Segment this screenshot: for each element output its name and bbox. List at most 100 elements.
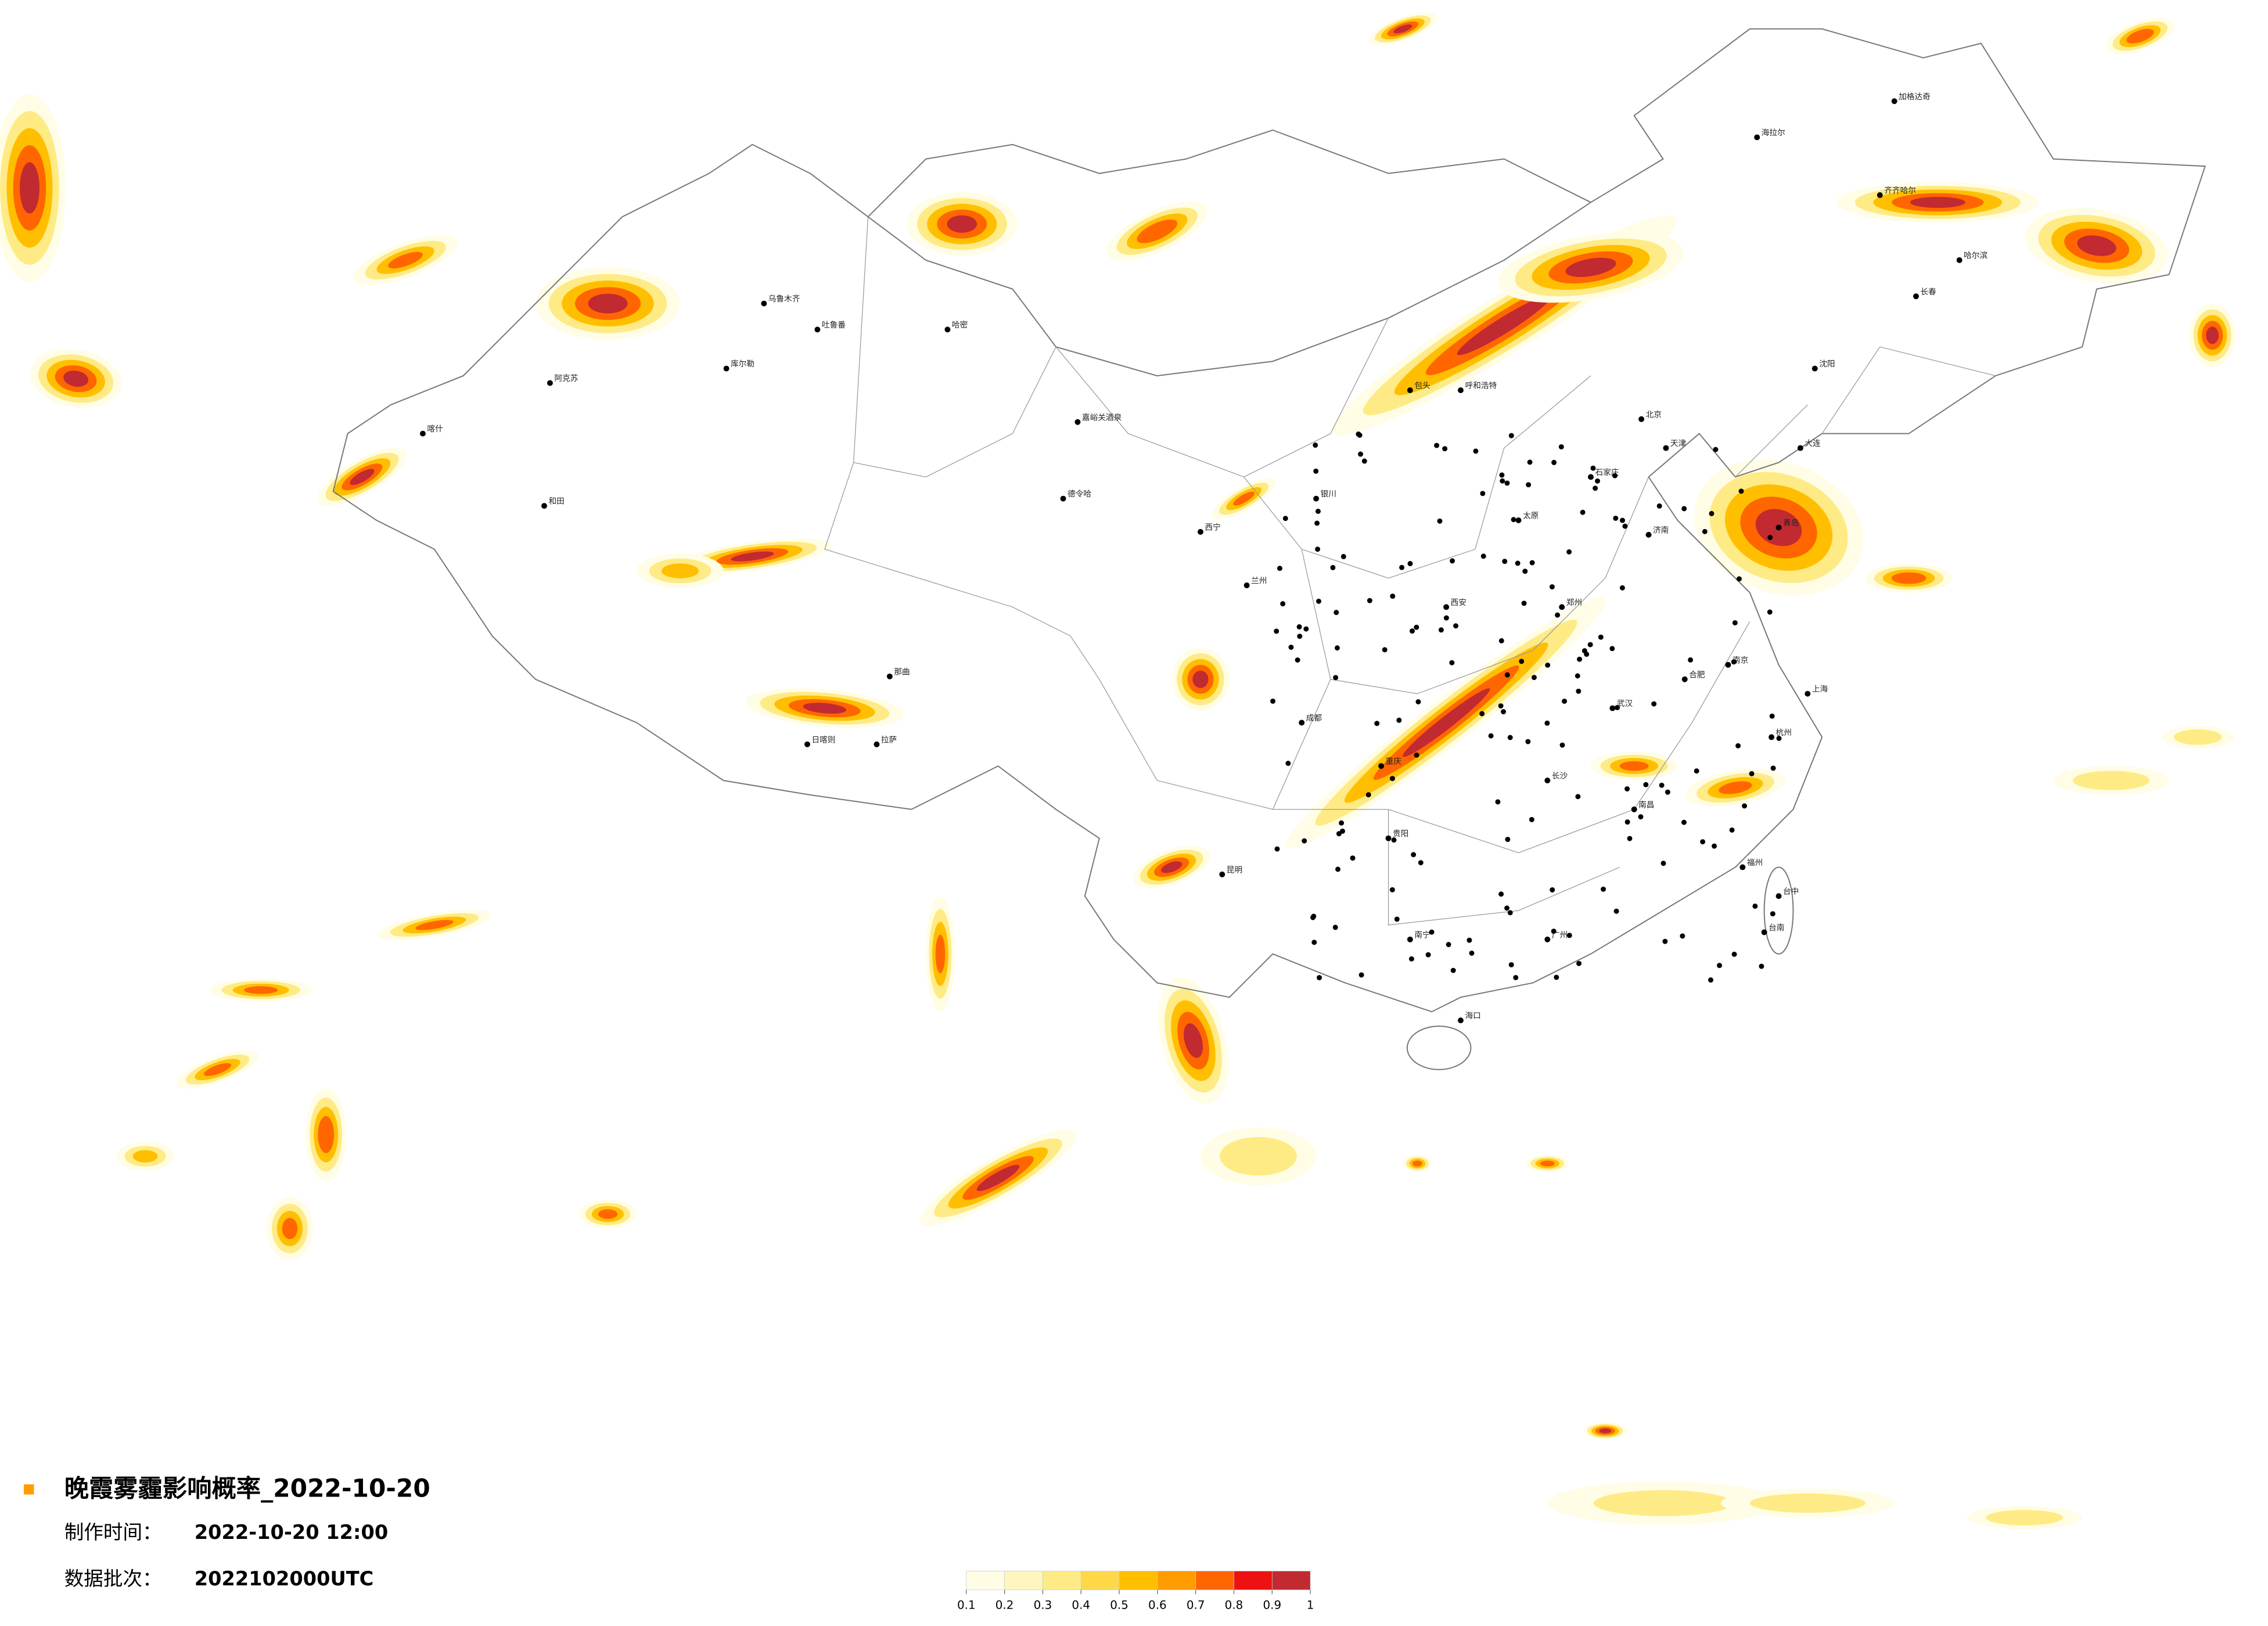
city-dot [1775,524,1782,531]
city-dot [1609,705,1616,711]
city-dot [1877,192,1883,198]
town-dot [1274,628,1279,634]
city-label: 海口 [1465,1012,1480,1021]
town-dot [1731,951,1737,957]
haze-area [1891,572,1926,584]
town-dot [1587,642,1593,647]
town-dot [1408,956,1414,962]
city-dot [547,380,553,386]
haze-area [1184,1023,1203,1058]
legend-swatch [1271,1571,1311,1591]
haze-area [2206,326,2219,344]
haze-area [1986,1510,2064,1526]
mongolia-outline [867,129,1591,218]
city-dot [1754,134,1760,141]
town-dot [1473,448,1479,454]
town-dot [1575,794,1581,800]
town-dot [1391,837,1397,843]
town-dot [1624,819,1630,825]
city-label: 合肥 [1689,670,1705,679]
town-dot [1566,933,1572,938]
legend-tick-label: 0.9 [1263,1599,1281,1612]
town-dot [1708,977,1713,983]
city-dot [1515,517,1522,523]
city-label: 库尔勒 [731,359,754,369]
haze-area [1719,781,1752,794]
town-dot [1332,924,1338,930]
town-dot [1282,516,1288,521]
town-dot [1624,786,1630,792]
city-label: 郑州 [1566,598,1582,607]
city-dot [1811,365,1818,372]
batch-label: 数据批次： [64,1567,162,1590]
town-dot [1316,598,1322,604]
city-dot [1769,734,1775,740]
city-label: 大连 [1805,439,1821,448]
town-dot [1425,952,1431,958]
city-dot [1891,98,1897,105]
city-label: 太原 [1523,512,1539,521]
town-dot [1732,620,1738,625]
town-dot [1357,432,1363,438]
city-label: 贵阳 [1393,829,1408,839]
town-dot [1437,518,1443,524]
town-dot [1315,509,1321,514]
town-dot [1365,792,1371,798]
town-dot [1527,459,1533,465]
town-dot [1694,768,1699,774]
town-dot [1382,647,1388,653]
town-dot [1296,624,1302,629]
haze-area [282,1218,298,1239]
town-dot [1609,646,1615,652]
city-dot [1243,582,1250,588]
town-dot [1302,838,1307,844]
city-dot [1458,1017,1464,1024]
haze-area [947,215,977,233]
town-dot [1595,478,1601,484]
town-dot [1330,564,1336,570]
town-dot [1285,761,1291,766]
town-dot [1295,657,1300,663]
city-dot [944,326,951,333]
town-dot [1504,480,1510,486]
city-label: 南京 [1733,656,1748,665]
city-dot [1913,293,1919,300]
haze-area [63,370,89,387]
legend-tick-label: 0.8 [1225,1599,1243,1612]
town-dot [1358,451,1364,457]
haze-area [1457,295,1551,355]
city-label: 杭州 [1776,728,1792,738]
city-dot [1956,257,1963,263]
city-label: 西安 [1451,598,1467,607]
city-dot [419,430,426,437]
heat-layer [0,12,2236,1530]
haze-area [661,563,699,578]
town-dot [1415,699,1421,704]
city-label: 青岛 [1783,519,1799,528]
city-label: 哈密 [952,320,968,330]
town-dot [1742,803,1748,809]
town-dot [1394,916,1400,922]
city-dot [723,365,729,372]
town-dot [1508,433,1514,438]
town-dot [1735,743,1741,749]
town-dot [1660,861,1666,866]
town-dot [1759,963,1764,969]
city-label: 长沙 [1552,772,1568,781]
town-dot [1549,584,1555,590]
province-lines [824,217,1996,926]
town-dot [1638,814,1644,820]
haze-area [2173,729,2222,745]
haze-area [1402,688,1490,757]
town-dot [1390,593,1396,599]
town-dot [1620,517,1625,523]
city-label: 济南 [1653,526,1669,535]
city-label: 德令哈 [1067,490,1091,499]
haze-area [935,934,946,973]
city-dot [804,741,810,747]
town-dot [1507,735,1513,740]
city-dot [1060,495,1066,502]
haze-area [1565,257,1616,278]
town-dot [1505,836,1511,842]
town-dot [1438,627,1444,633]
